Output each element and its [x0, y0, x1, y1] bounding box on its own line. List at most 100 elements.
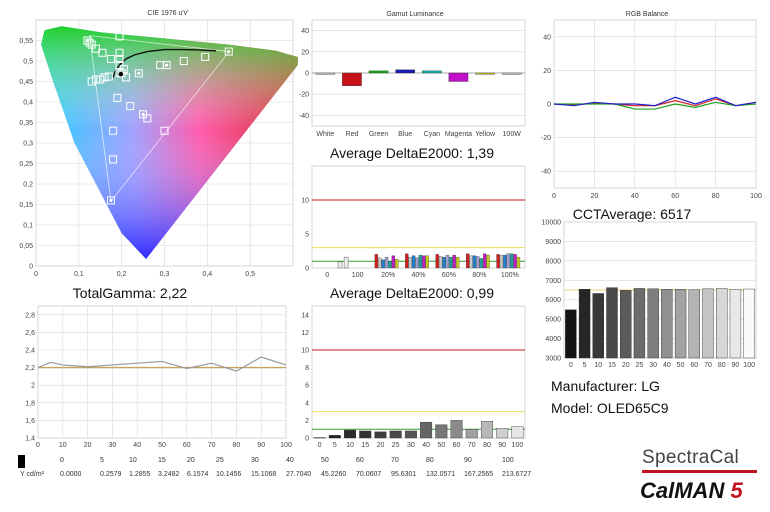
rgb-y-tick: -20 — [541, 135, 551, 142]
cie-measured-point — [227, 49, 231, 54]
gamma-x-tick: 0 — [36, 442, 40, 449]
table-spacer — [18, 455, 58, 467]
cie-y-tick: 0,5 — [23, 59, 33, 66]
de1-color-bar — [510, 253, 514, 269]
cct-x-tick: 30 — [649, 362, 657, 369]
cct-y-tick: 9000 — [545, 239, 561, 246]
manufacturer-label: Manufacturer: LG — [551, 378, 660, 394]
de1-color-bar — [378, 257, 382, 269]
cie-target-box — [115, 61, 124, 70]
de2-x-tick: 80 — [483, 442, 491, 449]
de1-color-bar — [513, 254, 517, 269]
de1-color-bar — [506, 253, 510, 269]
gamut-x-tick: Magenta — [445, 131, 472, 138]
cie-y-tick: 0,05 — [19, 243, 33, 250]
gamma-x-tick: 10 — [59, 442, 67, 449]
de2-x-tick: 20 — [377, 442, 385, 449]
cie-gamut-triangle — [89, 35, 230, 203]
gamut-bar — [395, 69, 415, 74]
cct-y-tick: 8000 — [545, 258, 561, 265]
table-value-cell: 167.2565 — [464, 471, 494, 478]
cie-diagram-chart: CIE 1976 u'v' 0 0,1 0,2 0,3 0,4 0,5 0 0,05 0,1 0,… — [19, 10, 298, 278]
de1-y-tick: 10 — [301, 198, 309, 205]
table-value-cell: 1.2855 — [129, 471, 151, 478]
table-level-cell: 5 — [100, 457, 104, 464]
de1-gray-bar — [337, 261, 343, 269]
cie-target-box — [126, 102, 135, 111]
de1-color-bar — [425, 255, 429, 269]
de1-color-bar — [395, 259, 399, 269]
spectracal-logo: SpectraCal — [642, 447, 739, 468]
rgb-x-tick: 0 — [552, 193, 556, 200]
de1-color-bar — [415, 257, 419, 269]
gamma-chart: TotalGamma: 2,22 1,4 1,6 1,8 2 2,2 2,4 2,6 2,8 0… — [25, 285, 292, 449]
cie-target-box — [179, 57, 188, 65]
table-level-cell: 25 — [216, 457, 224, 464]
de1-color-bar — [445, 254, 450, 269]
de2-bar — [511, 426, 524, 439]
rgb-y-tick: 20 — [543, 68, 551, 75]
cct-x-tick: 50 — [677, 362, 685, 369]
de2-bar — [359, 430, 372, 439]
de1-color-bar — [381, 259, 385, 269]
cie-target-box — [119, 65, 128, 74]
cct-x-tick: 20 — [622, 362, 630, 369]
cct-bar — [633, 288, 646, 359]
de1-color-bar — [435, 254, 439, 269]
deltae1-title: Average DeltaE2000: 1,39 — [330, 145, 494, 161]
luminance-levels-row: 0 5 10 15 20 25 30 40 50 60 70 80 90 100 — [18, 455, 538, 467]
gamma-y-tick: 1,8 — [25, 400, 35, 407]
de2-bar — [328, 435, 341, 439]
cct-bar — [620, 290, 632, 359]
de1-frame — [311, 165, 526, 269]
cct-bar — [702, 288, 714, 359]
calman-logo: CalMAN 5 — [640, 478, 743, 504]
de1-color-bar — [388, 261, 392, 269]
de1-x-tick: 80% — [472, 272, 486, 279]
cct-y-tick: 3000 — [545, 356, 561, 363]
gamut-bar — [368, 70, 389, 74]
de1-color-bar — [391, 255, 396, 269]
rgb-x-tick: 80 — [712, 193, 720, 200]
de2-x-tick: 90 — [498, 442, 506, 449]
rgb-x-tick: 20 — [591, 193, 599, 200]
table-level-cell: 15 — [158, 457, 166, 464]
cie-measured-point — [141, 112, 145, 116]
gamut-x-tick: 100W — [503, 131, 522, 138]
de1-color-bar — [405, 253, 409, 269]
gamma-title: TotalGamma: 2,22 — [73, 285, 188, 301]
gamma-y-tick: 1,4 — [25, 436, 35, 443]
cct-bar — [688, 289, 700, 359]
gamma-x-tick: 60 — [183, 442, 191, 449]
table-value-cell: 213.6727 — [502, 471, 532, 478]
cct-bar — [647, 288, 659, 359]
de2-y-tick: 8 — [305, 365, 309, 372]
cie-target-box — [104, 72, 113, 81]
de2-x-tick: 100 — [512, 442, 524, 449]
de1-color-bar — [384, 256, 389, 269]
de2-bar — [450, 420, 463, 439]
gamma-measured-line — [37, 356, 287, 372]
cct-title: CCTAverage: 6517 — [573, 206, 692, 222]
gamut-luminance-chart: Gamut Luminance -40 -20 0 20 40 White Red Green… — [299, 11, 526, 138]
gamma-x-tick: 30 — [109, 442, 117, 449]
de1-x-tick: 100 — [352, 272, 364, 279]
gamut-bar — [342, 72, 362, 86]
cct-x-tick: 70 — [704, 362, 712, 369]
gamma-y-tick: 2,8 — [25, 312, 35, 319]
rgb-y-tick: -40 — [541, 169, 551, 176]
cie-whitepoint-marker — [118, 71, 124, 77]
cie-x-tick: 0,4 — [202, 271, 212, 278]
deltae2-title: Average DeltaE2000: 0,99 — [330, 285, 494, 301]
de1-x-tick: 100% — [501, 272, 519, 279]
cie-target-box — [139, 110, 148, 119]
de1-color-bar — [449, 256, 453, 269]
cie-x-tick: 0,1 — [74, 271, 84, 278]
table-value-cell: 0.0000 — [60, 471, 82, 478]
cie-measured-point — [85, 38, 89, 43]
cie-locus-shade — [41, 26, 298, 259]
cie-target-box — [115, 32, 124, 41]
gamut-y-tick: 40 — [301, 28, 309, 35]
table-level-cell: 20 — [187, 457, 195, 464]
